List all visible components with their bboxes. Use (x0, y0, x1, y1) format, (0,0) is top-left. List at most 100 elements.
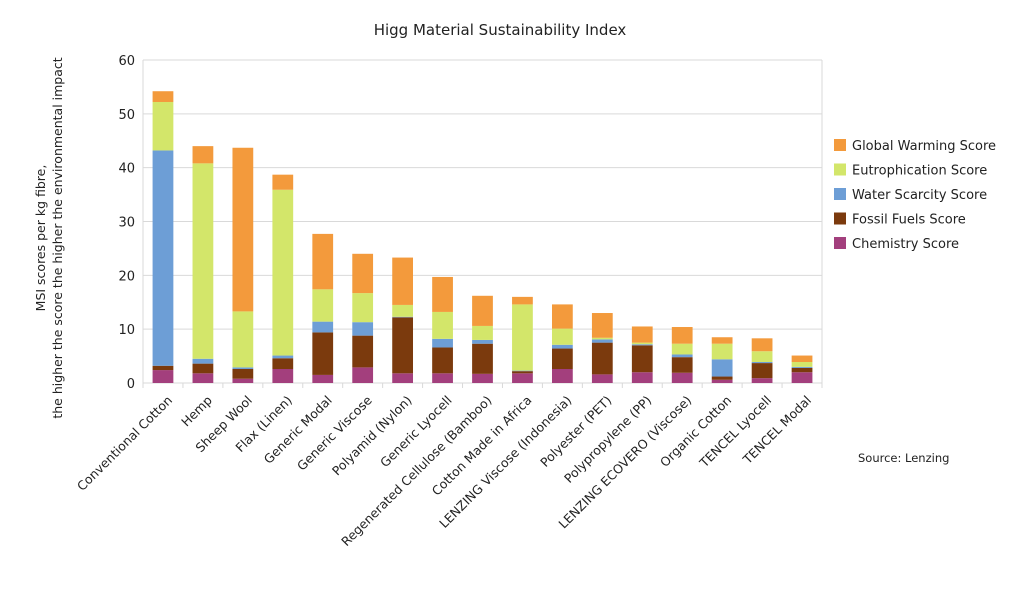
bar-segment (591, 313, 613, 338)
bar-segment (152, 365, 174, 371)
bar-segment (392, 316, 414, 318)
bar-segment (232, 367, 254, 370)
bar-segment (551, 348, 573, 370)
x-category-label: TENCEL Lyocell (696, 393, 774, 471)
legend-label: Global Warming Score (852, 139, 996, 154)
bar-segment (392, 373, 414, 383)
bar-segment (512, 304, 533, 371)
bar-segment (352, 322, 374, 336)
bar-segment (392, 317, 414, 374)
bar-segment (711, 359, 733, 377)
legend: Global Warming Score Eutrophication Score… (834, 139, 996, 252)
bar-segment (472, 373, 493, 383)
bar-segment (232, 311, 254, 368)
legend-swatch (834, 237, 846, 249)
x-category-label: Conventional Cotton (74, 393, 175, 494)
bar-segment (312, 374, 334, 383)
bar-segment (551, 369, 573, 383)
bar-segment (312, 321, 334, 333)
bar-segment (671, 354, 693, 358)
bar-segment (671, 357, 693, 373)
y-tick-label: 40 (118, 162, 135, 177)
chart-title: Higg Material Sustainability Index (374, 21, 627, 39)
bar-segment (272, 369, 294, 383)
bar-segment (671, 372, 693, 383)
bar-segment (352, 253, 374, 294)
y-axis-label-line: MSI scores per kg fibre, (33, 165, 48, 312)
bar-segment (392, 304, 414, 317)
bar-segment (232, 369, 254, 379)
legend-label: Fossil Fuels Score (852, 213, 966, 228)
bar-segment (272, 355, 294, 359)
bar-segment (152, 370, 174, 383)
bar-segment (432, 338, 453, 348)
x-category-label: Hemp (178, 392, 215, 429)
bar-segment (352, 367, 374, 383)
legend-swatch (834, 212, 846, 225)
bar-segment (352, 335, 374, 368)
x-category-label: Generic Lyocell (377, 393, 455, 471)
bar-segment (631, 342, 653, 345)
x-category-label: Generic Modal (261, 393, 335, 467)
x-category-label: Polyester (PET) (537, 393, 614, 470)
bar-segment (751, 351, 773, 363)
bar-segment (751, 378, 773, 383)
bar-segment (192, 363, 214, 374)
bar-segment (152, 150, 174, 366)
bar-segment (392, 257, 414, 305)
bar-segment (791, 372, 813, 383)
bar-segment (671, 327, 693, 344)
legend-swatch (834, 139, 846, 151)
bar-segment (432, 373, 453, 383)
bar-segment (432, 276, 453, 312)
y-tick-label: 10 (118, 323, 135, 338)
bar-segment (232, 147, 254, 312)
bar-segment (591, 374, 613, 383)
bar-segment (432, 347, 453, 374)
bar-segment (312, 332, 334, 375)
bar-segment (711, 376, 733, 380)
x-category-label: TENCEL Modal (739, 393, 814, 468)
y-axis-label: MSI scores per kg fibre, the higher the s… (33, 57, 65, 418)
bar-segment (711, 379, 733, 383)
bar-segment (551, 304, 573, 329)
bar-segment (472, 325, 493, 340)
bar-segment (272, 174, 294, 190)
bar-segment (352, 293, 374, 323)
bar-segment (312, 289, 334, 322)
y-tick-label: 50 (118, 108, 135, 123)
bar-segment (152, 91, 174, 102)
bar-segment (512, 370, 533, 372)
bar-segment (232, 378, 254, 383)
x-category-label: Organic Cotton (657, 393, 734, 470)
bar-segment (472, 295, 493, 326)
bar-segment (472, 339, 493, 344)
bar-segment (591, 339, 613, 343)
legend-swatch (834, 163, 846, 176)
bar-segment (791, 367, 813, 373)
bar-segment (512, 373, 533, 383)
y-axis-label-line: the higher the score the higher the envi… (50, 57, 65, 418)
y-tick-label: 20 (118, 269, 135, 284)
bar-segment (751, 362, 773, 364)
y-tick-label: 30 (118, 216, 135, 231)
bar-segment (472, 343, 493, 374)
bar-segment (512, 371, 533, 374)
bar-segment (791, 355, 813, 363)
bar-segment (711, 337, 733, 344)
bar-segment (671, 343, 693, 355)
bar-segment (272, 189, 294, 356)
bar-segment (192, 358, 214, 364)
bar-segment (591, 342, 613, 375)
bar-segment (152, 101, 174, 151)
bar-segment (791, 362, 813, 367)
bar-segment (631, 372, 653, 383)
bar-segment (272, 358, 294, 370)
bar-segment (631, 326, 653, 343)
bar-segment (631, 344, 653, 346)
bar-segment (192, 146, 214, 164)
y-tick-label: 60 (118, 54, 135, 69)
bar-segment (192, 373, 214, 383)
